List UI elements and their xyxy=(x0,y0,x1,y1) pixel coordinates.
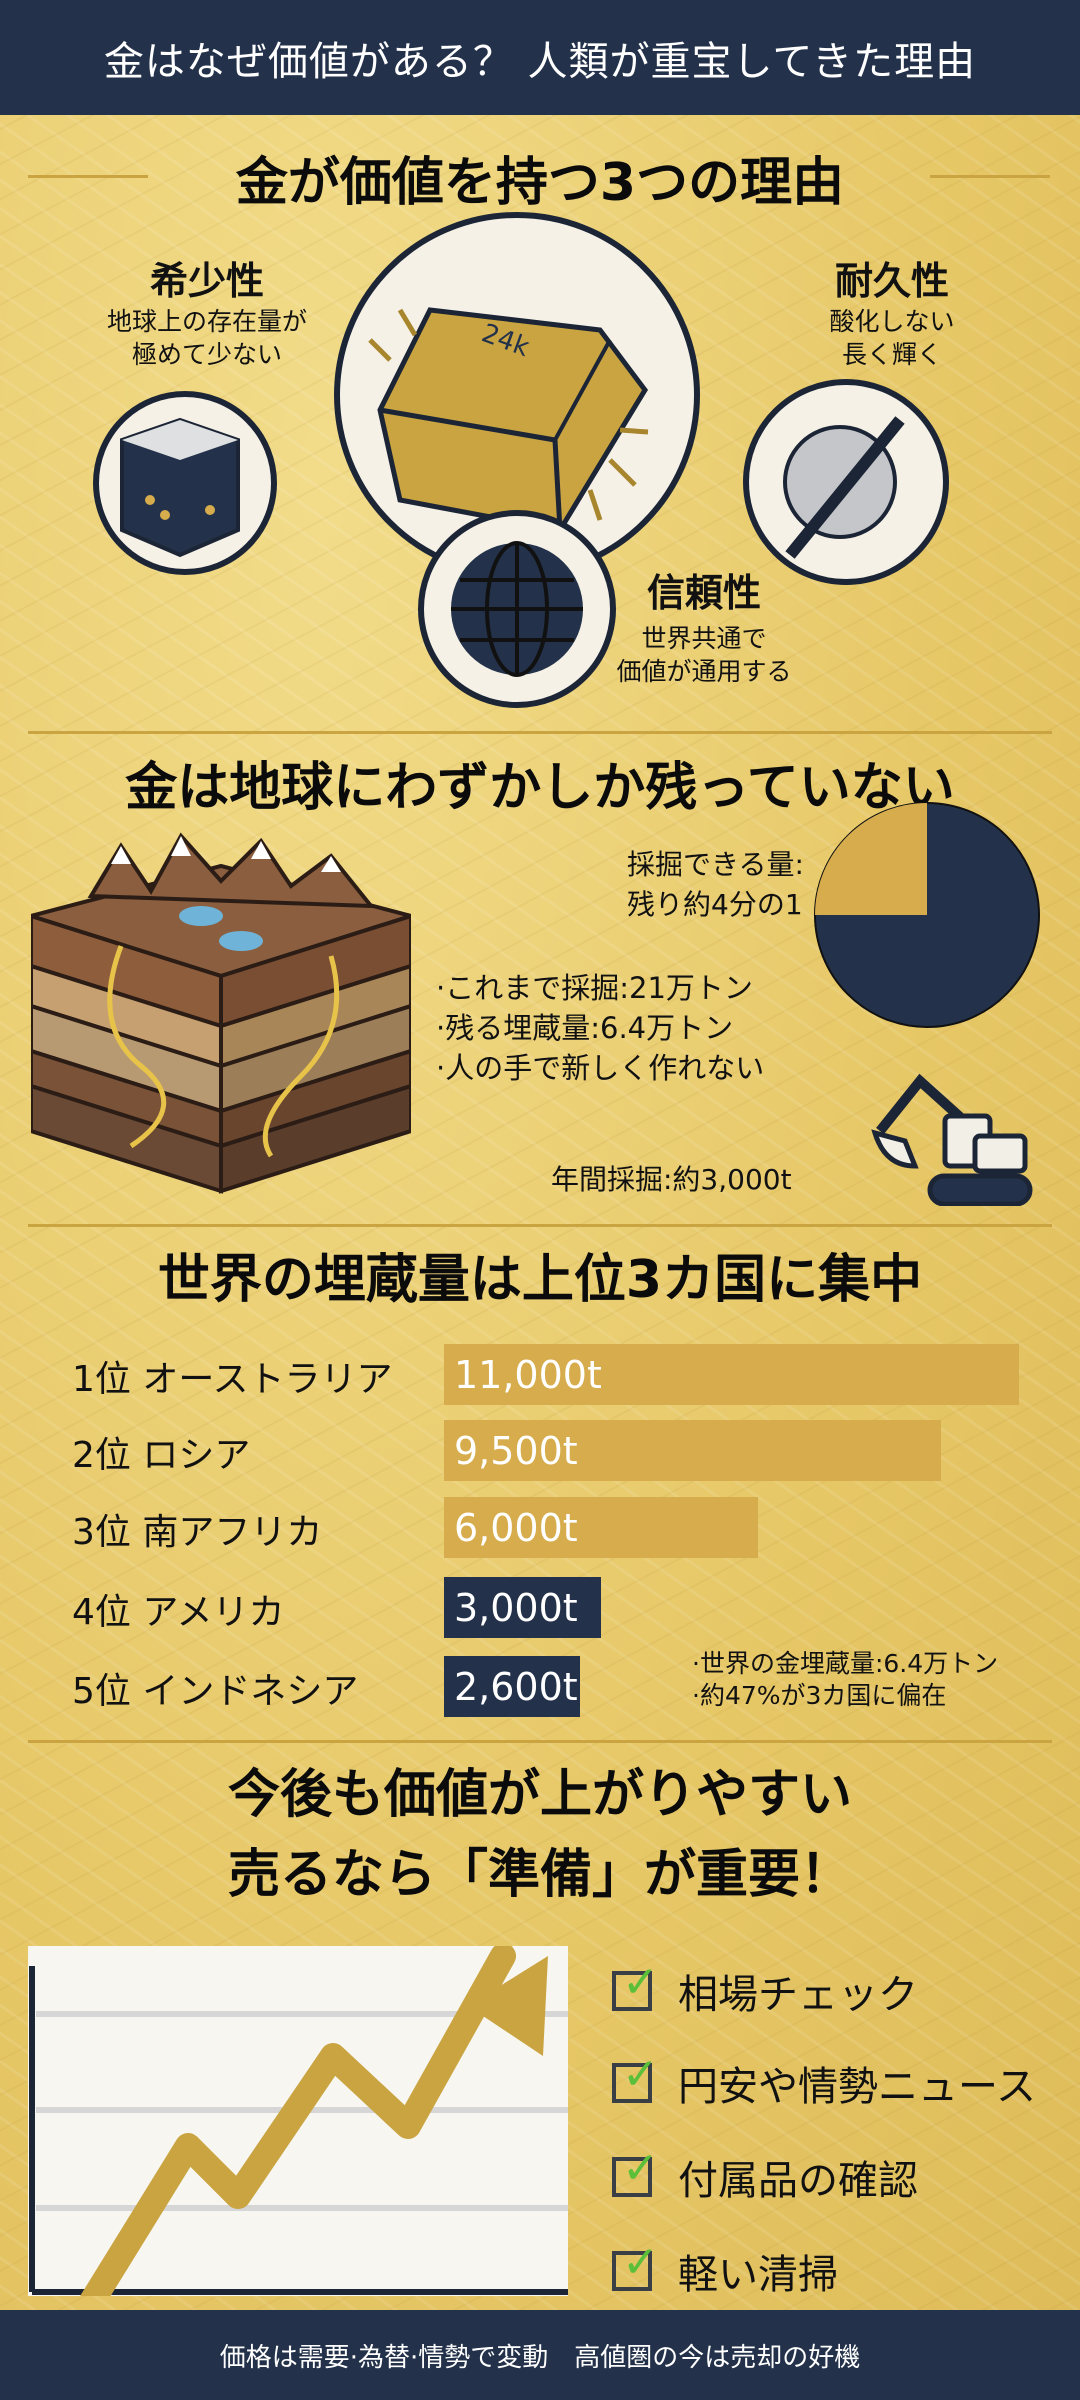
title-rule-right xyxy=(930,175,1050,178)
bullet-mined: ·これまで採掘:21万トン xyxy=(436,971,753,1005)
reserve-bar-value: 9,500t xyxy=(454,1428,578,1473)
checklist-item-label: 相場チェック xyxy=(678,1972,918,2018)
reserve-bar-value: 2,600t xyxy=(454,1664,578,1709)
annual-mining: 年間採掘:約3,000t xyxy=(551,1163,792,1196)
reason-desc-scarcity: 地球上の存在量が 極めて少ない xyxy=(106,307,307,369)
section1-title: 金が価値を持つ3つの理由 xyxy=(235,153,845,213)
reason-label-durability: 耐久性 xyxy=(834,259,949,303)
reserve-bar: 11,000t xyxy=(444,1344,1019,1405)
remaining-pie-chart xyxy=(814,802,1040,1028)
checklist-item-label: 円安や情勢ニュース xyxy=(678,2064,1036,2110)
page-title: 金はなぜ価値がある？ 人類が重宝してきた理由 xyxy=(103,38,977,85)
checklist-item-label: 付属品の確認 xyxy=(678,2158,918,2204)
reserve-bar: 6,000t xyxy=(444,1497,758,1558)
reserves-notes: ·世界の金埋蔵量:6.4万トン ·約47%が3カ国に偏在 xyxy=(692,1649,999,1710)
reserve-bar-value: 11,000t xyxy=(454,1352,602,1397)
pie-slice-remaining xyxy=(815,803,927,915)
section-divider xyxy=(28,1740,1052,1743)
checkbox-checked-icon: ✓ xyxy=(612,2237,659,2291)
reason-label-scarcity: 希少性 xyxy=(149,259,264,303)
reserve-bar-value: 6,000t xyxy=(454,1505,578,1550)
section2-title: 金は地球にわずかしか残っていない xyxy=(125,758,955,818)
ore-cube-icon xyxy=(93,391,277,575)
reserve-bar: 3,000t xyxy=(444,1577,601,1638)
reason-label-trust: 信頼性 xyxy=(646,571,761,615)
checklist-item: ✓ 付属品の確認 xyxy=(612,2143,918,2206)
section3-title: 世界の埋蔵量は上位3カ国に集中 xyxy=(157,1250,923,1310)
reserve-bar-value: 3,000t xyxy=(454,1585,578,1630)
reason-desc-durability: 酸化しない 長く輝く xyxy=(829,307,955,369)
no-rust-coin-icon xyxy=(743,379,949,585)
mining-bullets: ·これまで採掘:21万トン ·残る埋蔵量:6.4万トン ·人の手で新しく作れない xyxy=(436,968,764,1088)
checklist-item: ✓ 相場チェック xyxy=(612,1957,918,2020)
section4-title-line1: 今後も価値が上がりやすい xyxy=(227,1765,852,1825)
section4-title-line2: 売るなら「準備」が重要！ xyxy=(227,1845,852,1905)
excavator-icon xyxy=(871,1073,1033,1206)
country-rank-label: 4位 アメリカ xyxy=(72,1592,285,1633)
earth-strata-illustration xyxy=(31,832,411,1194)
reasons-illustration: 24k xyxy=(93,212,949,708)
checkbox-checked-icon: ✓ xyxy=(612,1957,659,2011)
checkbox-checked-icon: ✓ xyxy=(612,2143,659,2197)
footer-text: 価格は需要·為替·情勢で変動 高値圏の今は売却の好機 xyxy=(219,2342,861,2373)
section-divider xyxy=(28,1224,1052,1227)
page-footer: 価格は需要·為替·情勢で変動 高値圏の今は売却の好機 xyxy=(0,2310,1080,2400)
checklist-item-label: 軽い清掃 xyxy=(678,2252,838,2298)
reserve-bar: 2,600t xyxy=(444,1656,580,1717)
section-divider xyxy=(28,731,1052,734)
globe-icon xyxy=(418,510,616,708)
country-rank-label: 5位 インドネシア xyxy=(72,1671,359,1712)
bullet-remaining: ·残る埋蔵量:6.4万トン xyxy=(436,1011,734,1045)
checklist-item: ✓ 円安や情勢ニュース xyxy=(612,2049,1036,2112)
checklist-item: ✓ 軽い清掃 xyxy=(612,2237,838,2300)
bullet-cannot-make: ·人の手で新しく作れない xyxy=(436,1051,765,1085)
page-header: 金はなぜ価値がある？ 人類が重宝してきた理由 xyxy=(0,0,1080,115)
checkbox-checked-icon: ✓ xyxy=(612,2049,659,2103)
country-rank-label: 2位 ロシア xyxy=(72,1435,251,1476)
country-rank-label: 1位 オーストラリア xyxy=(72,1359,393,1400)
country-rank-label: 3位 南アフリカ xyxy=(72,1512,323,1553)
pie-label: 採掘できる量: 残り約4分の1 xyxy=(627,848,804,921)
title-rule-left xyxy=(28,175,148,178)
rising-price-chart-illustration xyxy=(28,1946,568,2296)
reserve-bar: 9,500t xyxy=(444,1420,941,1481)
reason-desc-trust: 世界共通で 価値が通用する xyxy=(616,624,792,686)
